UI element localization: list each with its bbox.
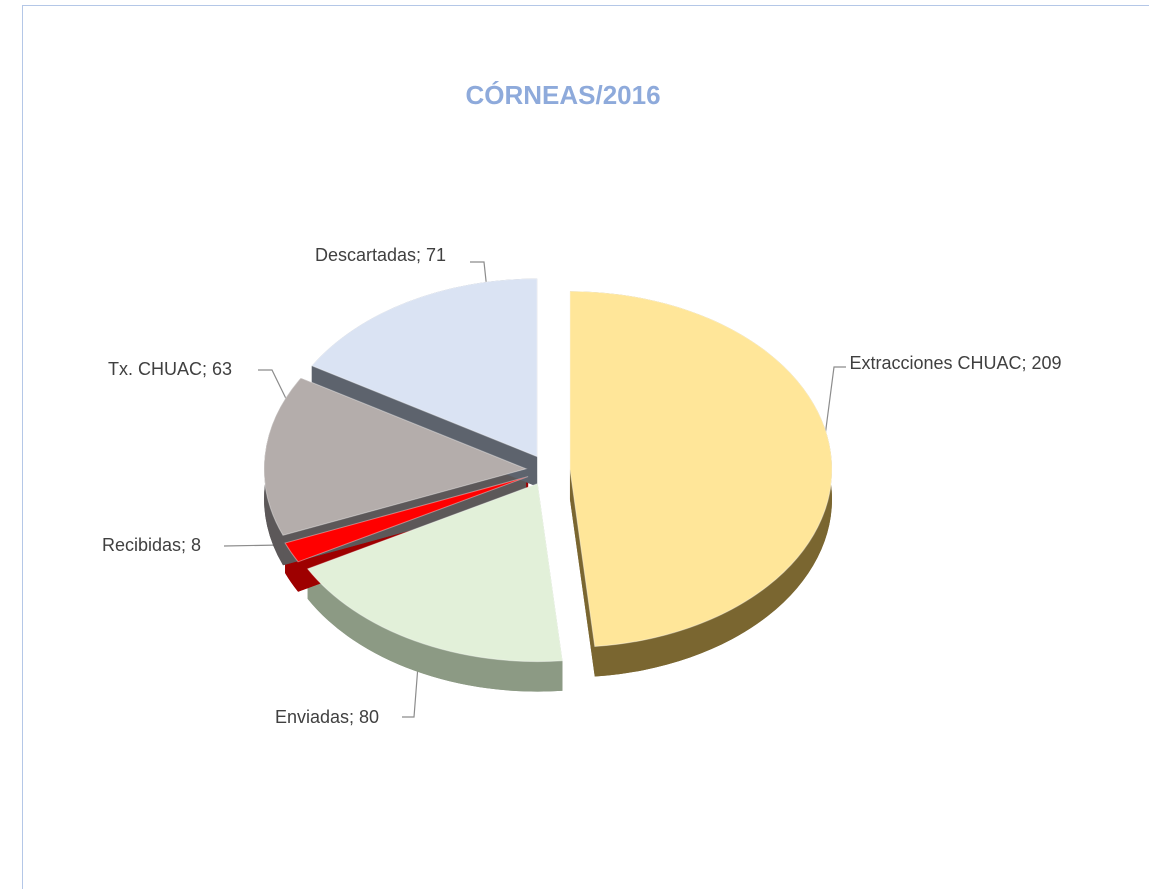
slice <box>306 482 564 663</box>
slice <box>569 290 833 648</box>
slice <box>263 377 528 536</box>
data-label: Tx. CHUAC; 63 <box>108 359 233 379</box>
chart-title: CÓRNEAS/2016 <box>465 80 660 110</box>
data-label: Extracciones CHUAC; 209 <box>849 353 1062 373</box>
data-label: Descartadas; 71 <box>315 245 447 265</box>
slice <box>310 278 538 458</box>
data-label: Enviadas; 80 <box>275 707 380 727</box>
slice-side <box>569 469 595 677</box>
slice-tops <box>263 278 833 663</box>
chart-frame <box>22 5 1149 889</box>
data-label: Recibidas; 8 <box>102 535 202 555</box>
slice-side <box>307 568 563 692</box>
slice <box>284 476 529 563</box>
